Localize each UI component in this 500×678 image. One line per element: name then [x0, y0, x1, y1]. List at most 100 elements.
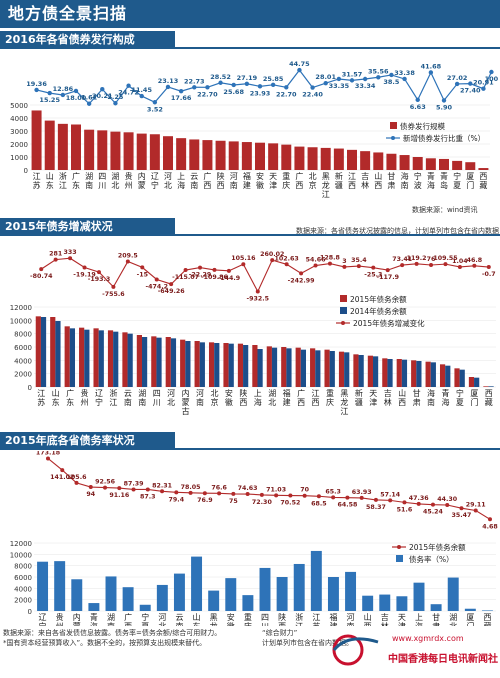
data-label: 105.6 — [67, 474, 88, 481]
line-point — [356, 264, 361, 269]
line-point — [241, 262, 246, 267]
bar-issuance — [465, 162, 476, 170]
line-point — [416, 501, 421, 506]
data-label: 94 — [86, 491, 95, 498]
line-debt-change — [40, 257, 489, 293]
y-tick-label: 10000 — [10, 551, 32, 559]
x-tick-label: 福 — [329, 613, 337, 622]
line-point — [310, 85, 315, 90]
line-new-bond-share — [36, 69, 492, 105]
x-tick-label: 西 — [483, 613, 491, 622]
line-point — [169, 282, 174, 287]
section-divider-1 — [0, 47, 500, 49]
line-point — [468, 81, 473, 86]
x-tick-label: 山 — [398, 388, 406, 398]
data-label: -193.3 — [88, 276, 111, 283]
x-tick-label: 厦 — [466, 613, 474, 622]
x-tick-label: 甘 — [432, 612, 440, 622]
x-tick-label: 北 — [167, 398, 175, 407]
legend-label: 2015年债务增减变化 — [353, 318, 425, 328]
line-point — [60, 468, 65, 473]
bar-debt-2015 — [439, 364, 446, 387]
x-tick-label: 四 — [153, 389, 161, 398]
line-point — [284, 262, 289, 267]
x-tick-label: 云 — [124, 389, 132, 398]
data-label: -19.19 — [73, 272, 96, 279]
bar-debt-2015 — [37, 561, 49, 611]
bar-debt-2015 — [396, 596, 408, 611]
data-label: 75 — [229, 498, 238, 505]
bar-debt-2014 — [214, 343, 220, 387]
data-label: 35.56 — [368, 67, 389, 75]
data-label: 73.41 — [392, 256, 412, 263]
data-label: 68.5 — [311, 500, 327, 507]
bar-debt-2014 — [474, 377, 480, 387]
y-tick-label: 2000 — [14, 597, 32, 605]
bar-debt-2015 — [107, 330, 114, 387]
x-tick-label: 东 — [72, 180, 80, 190]
x-tick-label: 上 — [254, 389, 262, 398]
bar-debt-2014 — [372, 356, 379, 387]
x-tick-label: 西 — [295, 181, 303, 190]
x-tick-label: 四 — [98, 172, 106, 181]
x-tick-label: 广 — [72, 171, 80, 181]
x-tick-label: 湖 — [85, 172, 93, 181]
line-point — [244, 81, 250, 86]
x-tick-label: 肃 — [413, 397, 421, 407]
line-point — [327, 261, 332, 266]
data-label: 20.91 — [473, 79, 494, 87]
x-tick-label: 内 — [182, 388, 190, 398]
x-tick-label: 湖 — [111, 172, 119, 181]
line-point — [488, 517, 492, 522]
x-tick-label: 江 — [322, 190, 330, 199]
chart-debt-ratio: 020004000600080001000012000辽宁贵州内蒙古青海湖南广西… — [10, 451, 498, 626]
legend-swatch-point — [341, 321, 345, 325]
line-point — [154, 277, 159, 282]
x-tick-label: 宁 — [39, 621, 47, 626]
x-tick-label: 藏 — [483, 621, 491, 626]
data-label: 12.86 — [53, 85, 74, 93]
data-label: 79.4 — [169, 496, 185, 503]
bar-debt-2014 — [300, 349, 307, 387]
line-point — [140, 265, 145, 270]
x-tick-label: 浙 — [295, 612, 303, 622]
line-point — [489, 69, 494, 75]
line-point — [443, 262, 448, 267]
line-point — [288, 493, 293, 498]
data-label: -25.3 — [364, 272, 382, 279]
bar-debt-2015 — [327, 577, 339, 611]
data-label: 92.56 — [95, 479, 116, 486]
x-tick-label: 湖 — [449, 613, 457, 622]
x-tick-label: 龙 — [322, 180, 330, 190]
x-tick-label: 肃 — [387, 180, 395, 190]
bar-debt-2014 — [69, 328, 76, 387]
y-tick-label: 1000 — [10, 154, 28, 162]
bar-debt-2015 — [237, 343, 244, 387]
line-point — [274, 493, 279, 498]
data-label: 27.40 — [460, 87, 481, 95]
x-tick-label: 津 — [369, 397, 377, 407]
x-tick-label: 河 — [158, 612, 166, 622]
data-label: 46.8 — [467, 257, 483, 264]
bar-debt-2014 — [271, 347, 278, 387]
bar-issuance — [202, 140, 213, 170]
x-tick-label: 海 — [415, 621, 423, 626]
x-tick-label: 广 — [295, 171, 303, 181]
line-point — [188, 490, 193, 495]
bar-debt-2015 — [345, 571, 357, 611]
x-tick-label: 甘 — [413, 388, 421, 398]
x-tick-label: 苏 — [33, 180, 41, 190]
bar-debt-2015 — [396, 359, 402, 387]
footer-line-1: 数据来源：来自各省发债信息披露。债务率=债务余额/综合可用财力。 — [3, 629, 222, 637]
bar-issuance — [31, 110, 42, 170]
x-tick-label: 庆 — [244, 621, 252, 626]
bar-debt-2015 — [139, 604, 151, 611]
bar-debt-2015 — [64, 326, 70, 387]
bar-debt-2015 — [259, 567, 271, 611]
y-tick-label: 5000 — [10, 102, 28, 110]
x-tick-label: 江 — [295, 622, 303, 626]
data-label: 57.14 — [380, 491, 401, 498]
x-tick-label: 津 — [269, 180, 277, 190]
line-point — [34, 87, 39, 93]
line-point — [481, 86, 486, 91]
